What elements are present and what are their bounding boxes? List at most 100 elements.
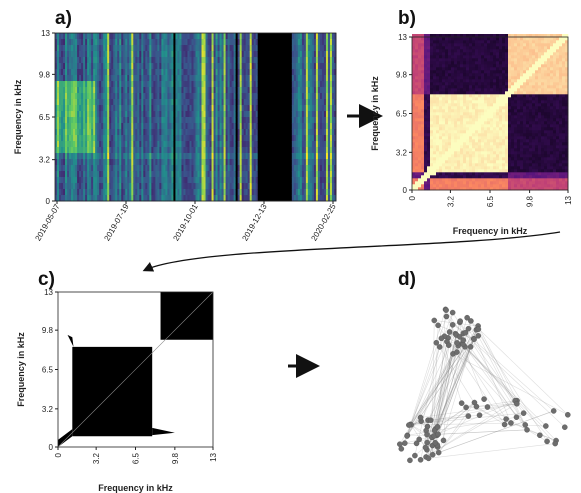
heatmap-cell [418, 46, 421, 49]
heatmap-cell [463, 115, 466, 118]
heatmap-cell [415, 169, 418, 172]
heatmap-cell [460, 52, 463, 55]
heatmap-cell [454, 169, 457, 172]
heatmap-cell [418, 175, 421, 178]
heatmap-cell [412, 133, 415, 136]
heatmap-cell [445, 136, 448, 139]
heatmap-cell [460, 181, 463, 184]
figure: a)03.26.59.813Frequency in kHz2019-05-07… [0, 0, 581, 493]
heatmap-cell [454, 145, 457, 148]
heatmap-cell [460, 94, 463, 97]
heatmap-cell [445, 181, 448, 184]
x-tick-label: 2019-10-01 [171, 202, 200, 242]
heatmap-cell [445, 127, 448, 130]
heatmap-cell [430, 139, 433, 142]
heatmap-cell [454, 70, 457, 73]
heatmap-cell [460, 55, 463, 58]
heatmap-cell [433, 169, 436, 172]
heatmap-cell [427, 133, 430, 136]
heatmap-cell [421, 61, 424, 64]
heatmap-cell [445, 76, 448, 79]
heatmap-cell [472, 169, 475, 172]
heatmap-cell [442, 121, 445, 124]
heatmap-cell [439, 49, 442, 52]
heatmap-cell [430, 163, 433, 166]
heatmap-cell [463, 100, 466, 103]
heatmap-cell [454, 82, 457, 85]
x-tick-label: 2019-05-07 [33, 202, 62, 242]
heatmap-cell [412, 91, 415, 94]
heatmap-cell [412, 55, 415, 58]
heatmap-cell [448, 91, 451, 94]
heatmap-cell [448, 163, 451, 166]
heatmap-cell [466, 88, 469, 91]
heatmap-cell [430, 70, 433, 73]
heatmap-cell [469, 91, 472, 94]
heatmap-cell [427, 148, 430, 151]
heatmap-cell [439, 112, 442, 115]
heatmap-cell [430, 178, 433, 181]
heatmap-cell [463, 184, 466, 187]
heatmap-cell [460, 82, 463, 85]
heatmap-cell [451, 76, 454, 79]
heatmap-cell [457, 61, 460, 64]
heatmap-cell [418, 154, 421, 157]
heatmap-cell [454, 67, 457, 70]
heatmap-cell [439, 160, 442, 163]
heatmap-cell [412, 157, 415, 160]
heatmap-cell [427, 169, 430, 172]
heatmap-cell [433, 37, 436, 40]
heatmap-cell [451, 124, 454, 127]
heatmap-cell [457, 79, 460, 82]
heatmap-cell [436, 46, 439, 49]
heatmap-cell [445, 151, 448, 154]
heatmap-cell [433, 49, 436, 52]
heatmap-cell [463, 145, 466, 148]
heatmap-cell [442, 97, 445, 100]
heatmap-cell [436, 151, 439, 154]
heatmap-cell [433, 43, 436, 46]
heatmap-cell [469, 124, 472, 127]
heatmap-cell [469, 118, 472, 121]
heatmap-cell [418, 85, 421, 88]
heatmap-cell [427, 157, 430, 160]
heatmap-cell [469, 133, 472, 136]
heatmap-cell [433, 82, 436, 85]
heatmap-cell [451, 133, 454, 136]
heatmap-cell [412, 160, 415, 163]
heatmap-cell [451, 70, 454, 73]
heatmap-cell [460, 76, 463, 79]
heatmap-cell [433, 58, 436, 61]
heatmap-cell [415, 172, 418, 175]
heatmap-cell [442, 52, 445, 55]
heatmap-cell [439, 67, 442, 70]
heatmap-cell [436, 85, 439, 88]
heatmap-cell [448, 118, 451, 121]
heatmap-cell [466, 139, 469, 142]
heatmap-cell [448, 115, 451, 118]
heatmap-cell [448, 151, 451, 154]
heatmap-cell [439, 181, 442, 184]
heatmap-cell [424, 106, 427, 109]
heatmap-cell [412, 46, 415, 49]
heatmap-cell [424, 109, 427, 112]
heatmap-cell [415, 112, 418, 115]
heatmap-cell [433, 124, 436, 127]
heatmap-cell [418, 73, 421, 76]
heatmap-cell [436, 175, 439, 178]
heatmap-cell [430, 40, 433, 43]
heatmap-cell [454, 55, 457, 58]
heatmap-cell [448, 61, 451, 64]
heatmap-cell [454, 97, 457, 100]
heatmap-cell [451, 46, 454, 49]
heatmap-cell [430, 157, 433, 160]
heatmap-cell [418, 49, 421, 52]
heatmap-cell [412, 106, 415, 109]
heatmap-cell [466, 46, 469, 49]
heatmap-cell [457, 100, 460, 103]
heatmap-cell [451, 145, 454, 148]
heatmap-cell [427, 52, 430, 55]
heatmap-cell [463, 82, 466, 85]
heatmap-cell [424, 118, 427, 121]
heatmap-cell [412, 73, 415, 76]
